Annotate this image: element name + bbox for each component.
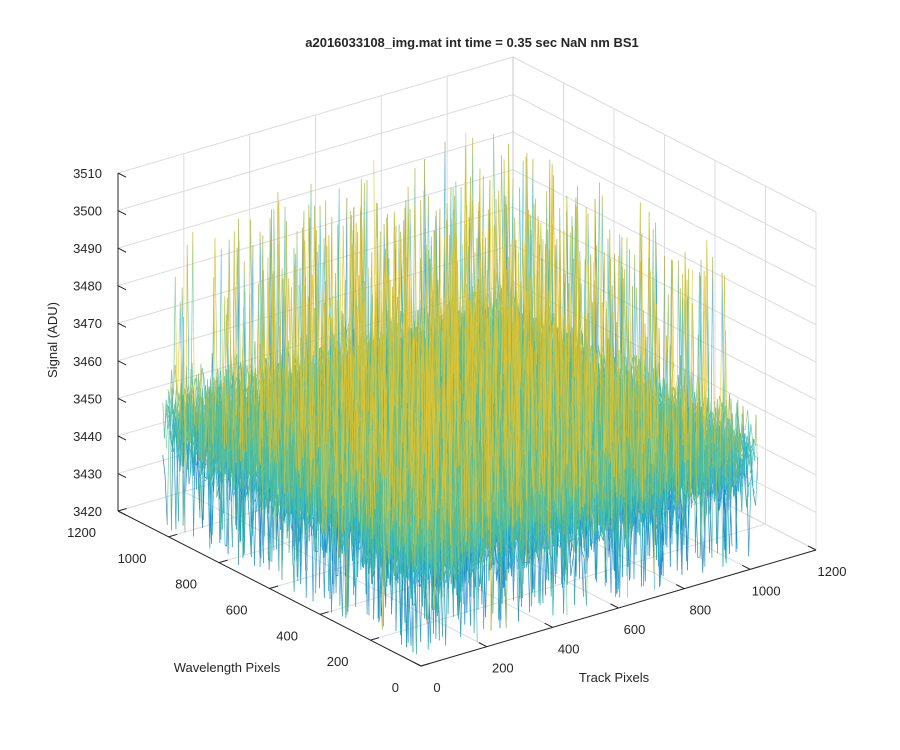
- z-tick-mark: [117, 322, 127, 328]
- z-tick-mark: [117, 510, 127, 516]
- z-tick-mark: [117, 247, 127, 253]
- z-tick-label: 3430: [73, 466, 102, 481]
- z-tick-label: 3460: [73, 354, 102, 369]
- z-tick-mark: [117, 285, 127, 291]
- grid-line: [512, 169, 817, 326]
- z-tick-mark: [117, 172, 127, 178]
- y-tick-label: 200: [327, 654, 349, 669]
- y-tick-label: 800: [175, 577, 197, 592]
- y-tick-mark: [218, 559, 228, 564]
- y-tick-label: 0: [392, 680, 399, 695]
- grid-line: [512, 131, 817, 288]
- axis-ticks: 0 200 400 600 800 1000 1200 0 200 400 600 800 1000 12…: [67, 166, 846, 695]
- y-tick-label: 400: [276, 628, 298, 643]
- chart-title: a2016033108_img.mat int time = 0.35 sec …: [305, 35, 639, 50]
- y-tick-mark: [269, 585, 279, 589]
- grid-line: [512, 94, 817, 251]
- z-tick-label: 3470: [73, 316, 102, 331]
- y-tick-label: 600: [226, 603, 248, 618]
- x-tick-label: 200: [492, 661, 514, 676]
- z-tick-label: 3490: [73, 241, 102, 256]
- z-tick-label: 3420: [73, 504, 102, 519]
- y-tick-mark: [319, 611, 329, 615]
- x-tick-mark: [807, 545, 817, 551]
- surface-strokes: [174, 132, 728, 631]
- y-tick-label: 1200: [67, 525, 96, 540]
- z-tick-label: 3500: [73, 204, 102, 219]
- z-tick-mark: [117, 210, 127, 216]
- y-tick-mark: [168, 533, 178, 538]
- x-tick-label: 800: [689, 603, 711, 618]
- surface-mesh: [162, 132, 759, 655]
- y-tick-label: 1000: [118, 551, 147, 566]
- y-axis-label: Wavelength Pixels: [174, 660, 281, 675]
- x-axis-label: Track Pixels: [579, 670, 650, 685]
- grid-line: [117, 56, 514, 174]
- z-axis-label: Signal (ADU): [45, 302, 60, 378]
- grid-line: [117, 131, 514, 249]
- z-tick-mark: [117, 397, 127, 403]
- z-tick-mark: [117, 360, 127, 366]
- x-tick-label: 400: [558, 641, 580, 656]
- y-tick-mark: [117, 508, 127, 512]
- y-tick-mark: [420, 662, 430, 667]
- z-tick-label: 3450: [73, 391, 102, 406]
- x-tick-mark: [741, 564, 751, 570]
- x-tick-mark: [610, 603, 619, 609]
- y-tick-mark: [370, 637, 380, 641]
- x-tick-mark: [676, 584, 685, 590]
- x-tick-mark: [478, 642, 488, 648]
- x-tick-mark: [412, 661, 422, 667]
- x-tick-mark: [544, 622, 553, 628]
- grid-line: [512, 56, 817, 213]
- z-tick-label: 3510: [73, 166, 102, 181]
- z-tick-mark: [117, 435, 127, 441]
- x-tick-label: 0: [433, 680, 440, 695]
- x-tick-label: 1000: [752, 583, 781, 598]
- z-tick-label: 3440: [73, 429, 102, 444]
- z-tick-label: 3480: [73, 279, 102, 294]
- z-tick-mark: [117, 472, 127, 479]
- x-tick-label: 600: [624, 622, 646, 637]
- x-tick-label: 1200: [818, 564, 847, 579]
- grid-line: [117, 94, 514, 212]
- grid-line: [117, 169, 514, 287]
